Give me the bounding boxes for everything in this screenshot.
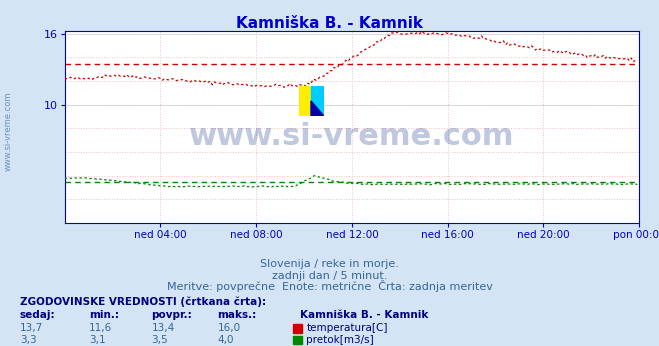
- Polygon shape: [311, 101, 324, 116]
- Text: Kamniška B. - Kamnik: Kamniška B. - Kamnik: [236, 16, 423, 30]
- Text: zadnji dan / 5 minut.: zadnji dan / 5 minut.: [272, 271, 387, 281]
- Text: 11,6: 11,6: [89, 323, 112, 333]
- Text: 3,3: 3,3: [20, 335, 36, 345]
- Text: Kamniška B. - Kamnik: Kamniška B. - Kamnik: [300, 310, 428, 320]
- Text: Slovenija / reke in morje.: Slovenija / reke in morje.: [260, 259, 399, 269]
- Text: temperatura[C]: temperatura[C]: [306, 323, 388, 333]
- Text: sedaj:: sedaj:: [20, 310, 55, 320]
- Text: ZGODOVINSKE VREDNOSTI (črtkana črta):: ZGODOVINSKE VREDNOSTI (črtkana črta):: [20, 297, 266, 307]
- Text: www.si-vreme.com: www.si-vreme.com: [4, 92, 13, 171]
- Text: 16,0: 16,0: [217, 323, 241, 333]
- Text: 4,0: 4,0: [217, 335, 234, 345]
- Text: maks.:: maks.:: [217, 310, 257, 320]
- Text: 3,1: 3,1: [89, 335, 105, 345]
- Text: www.si-vreme.com: www.si-vreme.com: [189, 122, 515, 151]
- Text: Meritve: povprečne  Enote: metrične  Črta: zadnja meritev: Meritve: povprečne Enote: metrične Črta:…: [167, 280, 492, 292]
- Text: pretok[m3/s]: pretok[m3/s]: [306, 335, 374, 345]
- Text: povpr.:: povpr.:: [152, 310, 192, 320]
- Text: 13,4: 13,4: [152, 323, 175, 333]
- Polygon shape: [311, 86, 324, 116]
- Text: 3,5: 3,5: [152, 335, 168, 345]
- Text: 13,7: 13,7: [20, 323, 43, 333]
- Text: min.:: min.:: [89, 310, 119, 320]
